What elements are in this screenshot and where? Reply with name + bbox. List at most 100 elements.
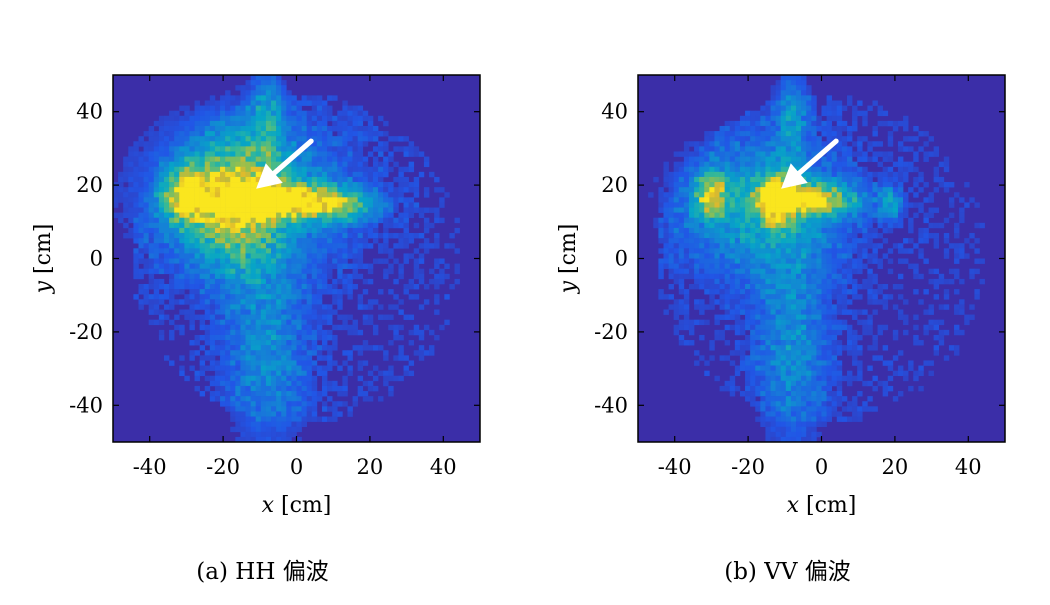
heat-cell bbox=[332, 187, 338, 193]
heat-cell bbox=[739, 222, 746, 229]
heat-cell bbox=[133, 238, 139, 244]
heat-cell bbox=[199, 243, 206, 249]
heat-cell bbox=[301, 283, 307, 290]
heat-cell bbox=[235, 391, 241, 397]
heat-cell bbox=[862, 329, 868, 336]
heat-cell bbox=[143, 263, 149, 269]
heat-cell bbox=[694, 304, 700, 310]
heat-cell bbox=[179, 222, 185, 229]
heat-cell bbox=[250, 391, 257, 397]
heat-cell bbox=[357, 176, 364, 183]
heat-cell bbox=[174, 324, 180, 331]
heat-cell bbox=[286, 253, 292, 259]
heat-cell bbox=[214, 396, 221, 402]
heat-cell bbox=[862, 406, 868, 412]
heat-cell bbox=[286, 176, 292, 183]
heat-cell bbox=[372, 329, 379, 336]
heat-cell bbox=[796, 207, 802, 213]
heat-cell bbox=[668, 263, 674, 269]
heat-cell bbox=[230, 212, 236, 219]
heat-cell bbox=[265, 120, 272, 127]
heat-cell bbox=[245, 202, 251, 208]
heat-cell bbox=[158, 268, 165, 275]
heat-cell bbox=[780, 243, 787, 249]
heat-cell bbox=[255, 283, 262, 290]
heat-cell bbox=[209, 217, 216, 224]
heat-cell bbox=[265, 355, 272, 361]
heat-cell bbox=[296, 273, 302, 280]
heat-cell bbox=[255, 304, 262, 310]
heat-cell bbox=[230, 197, 236, 203]
heat-cell bbox=[862, 156, 868, 162]
heat-cell bbox=[128, 217, 134, 224]
heat-cell bbox=[174, 273, 180, 280]
heat-cell bbox=[750, 365, 756, 371]
heat-cell bbox=[301, 365, 307, 371]
heat-cell bbox=[281, 141, 287, 147]
heat-cell bbox=[816, 192, 822, 198]
heat-cell bbox=[816, 314, 822, 320]
heat-cell bbox=[801, 309, 807, 315]
heat-cell bbox=[831, 263, 838, 269]
heat-cell bbox=[694, 182, 700, 188]
heat-cell bbox=[184, 309, 190, 315]
heat-cell bbox=[806, 136, 812, 142]
heat-cell bbox=[250, 385, 257, 392]
heat-cell bbox=[133, 207, 139, 213]
heat-cell bbox=[811, 268, 817, 275]
heat-cell bbox=[276, 227, 282, 234]
heat-cell bbox=[846, 192, 853, 198]
heat-cell bbox=[281, 421, 287, 428]
heat-cell bbox=[801, 329, 807, 336]
heat-cell bbox=[668, 258, 674, 264]
heat-cell bbox=[719, 212, 725, 219]
heat-cell bbox=[362, 380, 369, 387]
heat-cell bbox=[857, 156, 863, 162]
heat-cell bbox=[841, 309, 848, 315]
heat-cell bbox=[296, 192, 302, 198]
heat-cell bbox=[214, 238, 221, 244]
heat-cell bbox=[867, 192, 873, 198]
heat-cell bbox=[811, 345, 817, 351]
heat-cell bbox=[378, 304, 384, 310]
heat-cell bbox=[775, 268, 782, 275]
heat-cell bbox=[260, 151, 267, 157]
heat-cell bbox=[240, 401, 246, 407]
heat-cell bbox=[806, 171, 812, 178]
heat-cell bbox=[357, 125, 364, 132]
heat-cell bbox=[816, 299, 822, 305]
heat-cell bbox=[194, 268, 200, 275]
heat-cell bbox=[367, 370, 374, 377]
heat-cell bbox=[301, 166, 307, 173]
heat-cell bbox=[189, 151, 195, 157]
heat-cell bbox=[745, 151, 751, 157]
heat-cell bbox=[321, 329, 328, 336]
heat-cell bbox=[286, 95, 292, 101]
heat-cell bbox=[271, 406, 277, 412]
heat-cell bbox=[235, 401, 241, 407]
heat-cell bbox=[255, 151, 262, 157]
heat-cell bbox=[765, 314, 771, 320]
heat-cell bbox=[403, 146, 409, 152]
heat-cell bbox=[816, 120, 822, 127]
heat-cell bbox=[393, 294, 399, 300]
heat-cell bbox=[719, 334, 725, 341]
heat-cell bbox=[796, 309, 802, 315]
heat-cell bbox=[153, 299, 160, 305]
heat-cell bbox=[281, 340, 287, 346]
heat-cell bbox=[816, 360, 822, 366]
heat-cell bbox=[790, 360, 797, 366]
heat-cell bbox=[857, 171, 863, 178]
heat-cell bbox=[765, 278, 771, 285]
heat-cell bbox=[719, 233, 725, 239]
heat-cell bbox=[250, 324, 257, 331]
heat-cell bbox=[403, 182, 409, 188]
heat-cell bbox=[316, 202, 323, 208]
heat-cell bbox=[755, 217, 761, 224]
heat-cell bbox=[755, 309, 761, 315]
heat-cell bbox=[169, 238, 175, 244]
heat-cell bbox=[321, 120, 328, 127]
heat-cell bbox=[816, 401, 822, 407]
heat-cell bbox=[734, 151, 741, 157]
heat-cell bbox=[388, 156, 394, 162]
